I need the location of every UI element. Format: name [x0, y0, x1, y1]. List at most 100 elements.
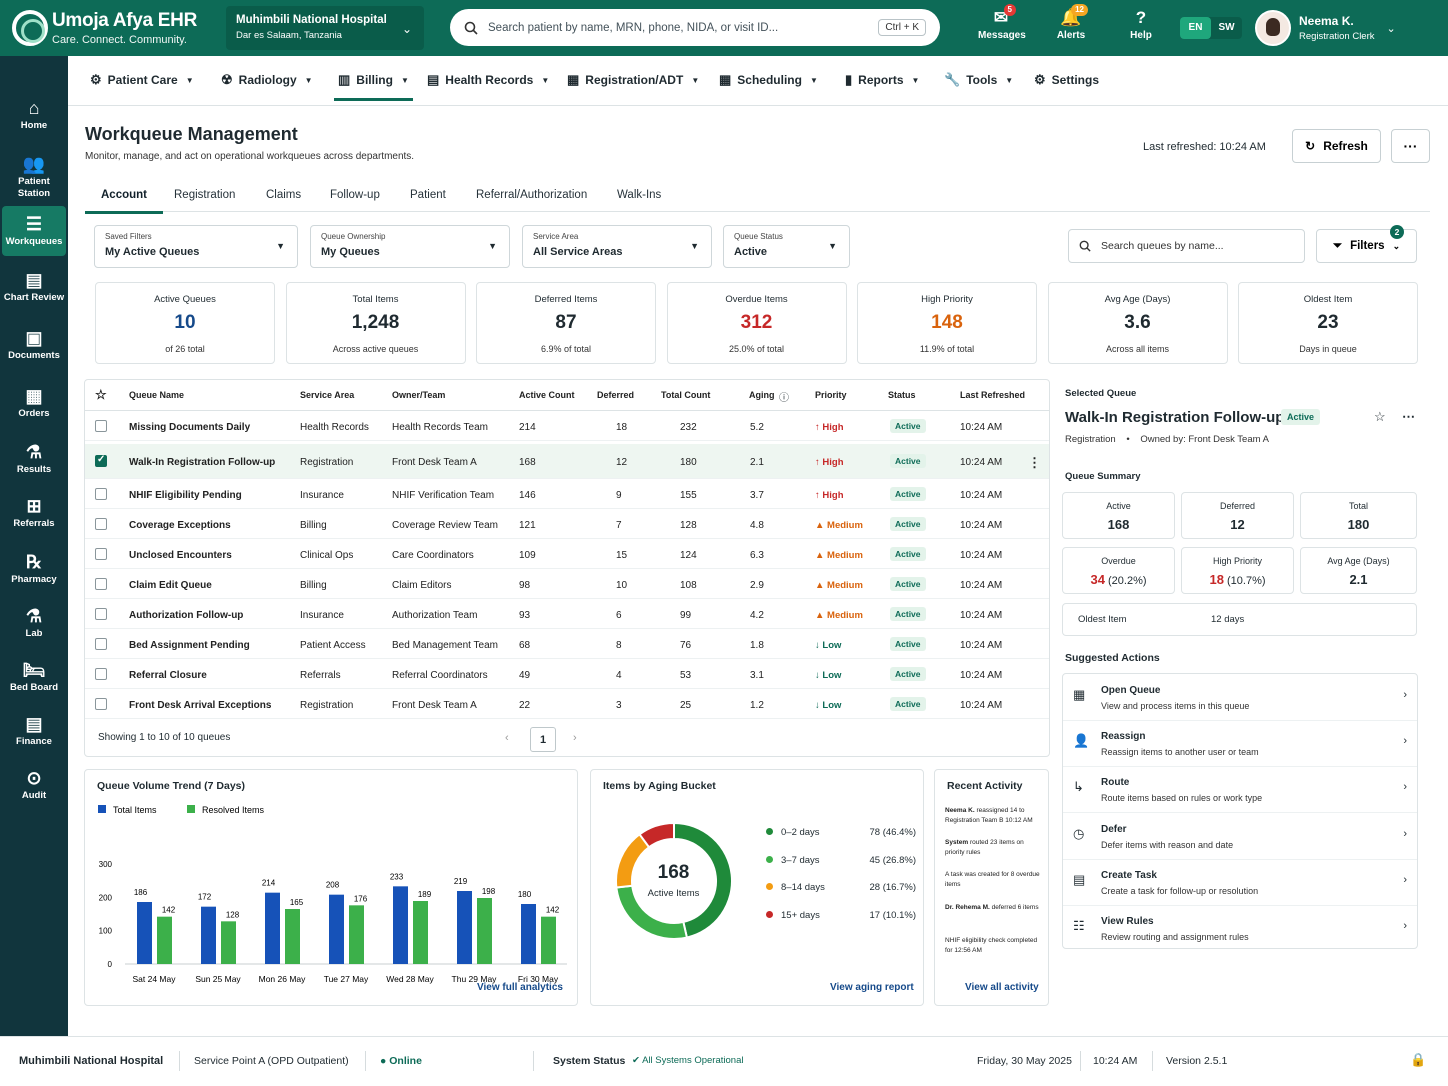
- lang-en[interactable]: EN: [1180, 17, 1211, 39]
- column-header[interactable]: Total Count: [661, 390, 711, 400]
- sidebar-item-audit[interactable]: ⊙ Audit: [0, 766, 68, 801]
- messages-button[interactable]: ✉ 5 Messages: [978, 4, 1026, 41]
- sidebar-item-pharmacy[interactable]: ℞ Pharmacy: [0, 550, 68, 585]
- table-row[interactable]: Referral Closure Referrals Referral Coordi…: [85, 659, 1049, 689]
- menu-label: Billing: [356, 73, 393, 87]
- gear-icon: ⚙: [90, 72, 102, 87]
- column-header[interactable]: Active Count: [519, 390, 575, 400]
- column-header[interactable]: Last Refreshed: [960, 390, 1026, 400]
- more-options-button[interactable]: ···: [1391, 129, 1430, 163]
- menu-reports[interactable]: ▮ Reports ▼: [845, 72, 919, 88]
- action-create-task[interactable]: ▤ Create Task Create a task for follow-up …: [1063, 860, 1417, 906]
- sidebar-item-home[interactable]: ⌂ Home: [0, 96, 68, 131]
- row-checkbox[interactable]: [95, 668, 107, 680]
- filter-saved-filters[interactable]: Saved Filters My Active Queues ▼: [94, 225, 298, 268]
- star-icon[interactable]: ☆: [1374, 409, 1386, 424]
- sidebar-item-chart-review[interactable]: ▤ Chart Review: [0, 268, 68, 303]
- language-toggle[interactable]: EN SW: [1180, 17, 1242, 39]
- table-row[interactable]: Walk-In Registration Follow-up Registrati…: [85, 444, 1049, 479]
- online-indicator: ● Online: [380, 1055, 422, 1067]
- row-more-icon[interactable]: ⋮: [1028, 455, 1041, 470]
- column-header[interactable]: Status: [888, 390, 916, 400]
- filter-queue-ownership[interactable]: Queue Ownership My Queues ▼: [310, 225, 510, 268]
- row-checkbox[interactable]: [95, 608, 107, 620]
- queue-search-input[interactable]: Search queues by name...: [1068, 229, 1305, 263]
- row-checkbox[interactable]: [95, 638, 107, 650]
- column-header[interactable]: Priority: [815, 390, 847, 400]
- menu-settings[interactable]: ⚙ Settings: [1034, 72, 1099, 88]
- more-options-icon[interactable]: ⋯: [1402, 409, 1415, 424]
- action-route[interactable]: ↳ Route Route items based on rules or work…: [1063, 767, 1417, 814]
- view-all-activity-link[interactable]: View all activity: [965, 982, 1039, 993]
- row-checkbox[interactable]: [95, 548, 107, 560]
- tab-follow-up[interactable]: Follow-up: [330, 189, 380, 201]
- column-header[interactable]: Deferred: [597, 390, 635, 400]
- tab-registration[interactable]: Registration: [174, 189, 236, 201]
- page-number-button[interactable]: 1: [530, 727, 556, 752]
- action-defer[interactable]: ◷ Defer Defer items with reason and date ›: [1063, 814, 1417, 860]
- row-checkbox[interactable]: [95, 518, 107, 530]
- menu-radiology[interactable]: ☢ Radiology ▼: [221, 72, 313, 88]
- sidebar-item-lab[interactable]: ⚗ Lab: [0, 604, 68, 639]
- info-icon[interactable]: ⓘ: [779, 393, 789, 404]
- sidebar-item-bed-board[interactable]: 🛏 Bed Board: [0, 658, 68, 693]
- view-aging-report-link[interactable]: View aging report: [830, 982, 914, 993]
- patient-search[interactable]: Search patient by name, MRN, phone, NIDA…: [450, 9, 940, 46]
- filter-service-area[interactable]: Service Area All Service Areas ▼: [522, 225, 712, 268]
- app-logo[interactable]: [12, 10, 48, 46]
- menu-patient-care[interactable]: ⚙ Patient Care ▼: [90, 72, 194, 88]
- row-checkbox[interactable]: [95, 454, 107, 467]
- sidebar-item-patient-station[interactable]: 👥 Patient Station: [0, 152, 68, 200]
- star-icon[interactable]: ☆: [95, 387, 107, 402]
- row-checkbox[interactable]: [95, 578, 107, 590]
- table-row[interactable]: Missing Documents Daily Health Records Hea…: [85, 411, 1049, 441]
- sidebar-item-workqueues[interactable]: ☰ Workqueues: [2, 206, 66, 256]
- lang-sw[interactable]: SW: [1218, 22, 1235, 33]
- column-header[interactable]: Queue Name: [129, 390, 185, 400]
- refresh-button[interactable]: ↻ Refresh: [1292, 129, 1381, 163]
- menu-billing[interactable]: ▥ Billing ▼: [334, 72, 413, 101]
- table-row[interactable]: Front Desk Arrival Exceptions Registratio…: [85, 689, 1049, 719]
- facility-selector[interactable]: Muhimbili National Hospital Dar es Salaa…: [226, 6, 424, 50]
- lock-icon[interactable]: 🔒: [1410, 1052, 1427, 1067]
- column-header[interactable]: Owner/Team: [392, 390, 446, 400]
- oldest-item-label: Oldest Item: [1078, 614, 1127, 625]
- table-row[interactable]: NHIF Eligibility Pending Insurance NHIF Ve…: [85, 479, 1049, 509]
- table-row[interactable]: Claim Edit Queue Billing Claim Editors 98 10…: [85, 569, 1049, 599]
- tab-patient[interactable]: Patient: [410, 189, 446, 201]
- tab-walk-ins[interactable]: Walk-Ins: [617, 189, 662, 201]
- sidebar-item-referrals[interactable]: ⊞ Referrals: [0, 494, 68, 529]
- top-icon-label: Alerts: [1056, 30, 1086, 41]
- menu-health-records[interactable]: ▤ Health Records ▼: [427, 72, 549, 88]
- sidebar-item-orders[interactable]: ▦ Orders: [0, 384, 68, 419]
- view-full-analytics-link[interactable]: View full analytics: [477, 982, 563, 993]
- help-button[interactable]: ? Help: [1126, 6, 1156, 41]
- row-checkbox[interactable]: [95, 488, 107, 500]
- menu-registration-adt[interactable]: ▦ Registration/ADT ▼: [567, 72, 699, 88]
- action-open-queue[interactable]: ▦ Open Queue View and process items in thi…: [1063, 675, 1417, 721]
- table-row[interactable]: Coverage Exceptions Billing Coverage Revie…: [85, 509, 1049, 539]
- filters-button[interactable]: ⏷ Filters ⌄ 2: [1316, 225, 1417, 263]
- next-page-icon[interactable]: ›: [573, 732, 577, 744]
- menu-tools[interactable]: 🔧 Tools ▼: [944, 72, 1013, 88]
- column-header[interactable]: Aging: [749, 390, 775, 400]
- tab-referral-authorization[interactable]: Referral/Authorization: [476, 189, 588, 201]
- alerts-button[interactable]: 🔔 12 Alerts: [1056, 4, 1088, 41]
- action-reassign[interactable]: 👤 Reassign Reassign items to another user …: [1063, 721, 1417, 768]
- column-header[interactable]: Service Area: [300, 390, 355, 400]
- menu-scheduling[interactable]: ▦ Scheduling ▼: [719, 72, 818, 88]
- user-menu[interactable]: Neema K. Registration Clerk ⌄: [1255, 10, 1396, 46]
- row-checkbox[interactable]: [95, 420, 107, 432]
- tab-claims[interactable]: Claims: [266, 189, 302, 201]
- table-row[interactable]: Unclosed Encounters Clinical Ops Care Coor…: [85, 539, 1049, 569]
- row-checkbox[interactable]: [95, 698, 107, 710]
- prev-page-icon[interactable]: ‹: [505, 732, 509, 744]
- table-row[interactable]: Bed Assignment Pending Patient Access Bed …: [85, 629, 1049, 659]
- sidebar-item-finance[interactable]: ▤ Finance: [0, 712, 68, 747]
- sidebar-item-documents[interactable]: ▣ Documents: [0, 326, 68, 361]
- filter-queue-status[interactable]: Queue Status Active ▼: [723, 225, 850, 268]
- table-row[interactable]: Authorization Follow-up Insurance Authoriz…: [85, 599, 1049, 629]
- action-view-rules[interactable]: ☷ View Rules Review routing and assignment…: [1063, 906, 1417, 952]
- sidebar-item-results[interactable]: ⚗ Results: [0, 440, 68, 475]
- tab-account[interactable]: Account: [85, 189, 163, 214]
